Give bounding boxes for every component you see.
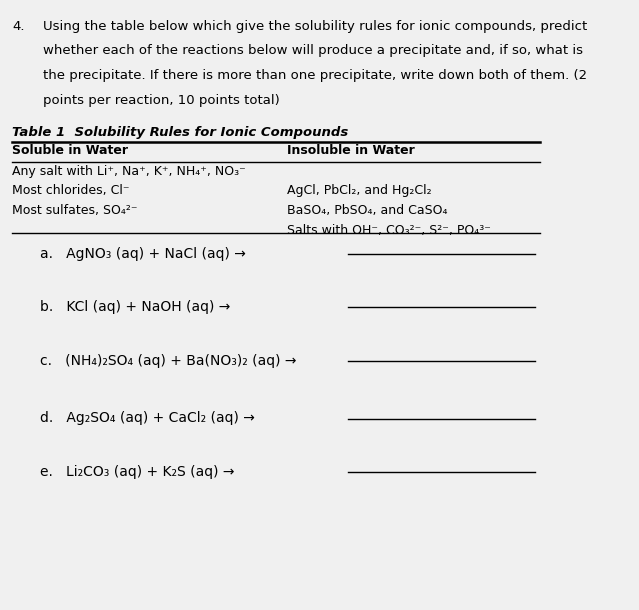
Text: d.   Ag₂SO₄ (aq) + CaCl₂ (aq) →: d. Ag₂SO₄ (aq) + CaCl₂ (aq) →	[40, 411, 255, 425]
Text: the precipitate. If there is more than one precipitate, write down both of them.: the precipitate. If there is more than o…	[43, 69, 587, 82]
Text: Using the table below which give the solubility rules for ionic compounds, predi: Using the table below which give the sol…	[43, 20, 587, 32]
Text: Table 1  Solubility Rules for Ionic Compounds: Table 1 Solubility Rules for Ionic Compo…	[12, 126, 349, 139]
Text: Soluble in Water: Soluble in Water	[12, 144, 128, 157]
Text: Any salt with Li⁺, Na⁺, K⁺, NH₄⁺, NO₃⁻: Any salt with Li⁺, Na⁺, K⁺, NH₄⁺, NO₃⁻	[12, 165, 246, 178]
Text: AgCl, PbCl₂, and Hg₂Cl₂: AgCl, PbCl₂, and Hg₂Cl₂	[288, 184, 432, 198]
Text: points per reaction, 10 points total): points per reaction, 10 points total)	[43, 94, 279, 107]
Text: BaSO₄, PbSO₄, and CaSO₄: BaSO₄, PbSO₄, and CaSO₄	[288, 204, 448, 217]
Text: Insoluble in Water: Insoluble in Water	[288, 144, 415, 157]
Text: Most sulfates, SO₄²⁻: Most sulfates, SO₄²⁻	[12, 204, 138, 217]
Text: b.   KCl (aq) + NaOH (aq) →: b. KCl (aq) + NaOH (aq) →	[40, 300, 230, 314]
Text: whether each of the reactions below will produce a precipitate and, if so, what : whether each of the reactions below will…	[43, 45, 583, 57]
Text: 4.: 4.	[12, 20, 25, 32]
Text: e.   Li₂CO₃ (aq) + K₂S (aq) →: e. Li₂CO₃ (aq) + K₂S (aq) →	[40, 465, 235, 479]
Text: a.   AgNO₃ (aq) + NaCl (aq) →: a. AgNO₃ (aq) + NaCl (aq) →	[40, 247, 246, 260]
Text: Most chlorides, Cl⁻: Most chlorides, Cl⁻	[12, 184, 130, 198]
Text: c.   (NH₄)₂SO₄ (aq) + Ba(NO₃)₂ (aq) →: c. (NH₄)₂SO₄ (aq) + Ba(NO₃)₂ (aq) →	[40, 354, 296, 368]
Text: Salts with OH⁻, CO₃²⁻, S²⁻, PO₄³⁻: Salts with OH⁻, CO₃²⁻, S²⁻, PO₄³⁻	[288, 224, 491, 237]
